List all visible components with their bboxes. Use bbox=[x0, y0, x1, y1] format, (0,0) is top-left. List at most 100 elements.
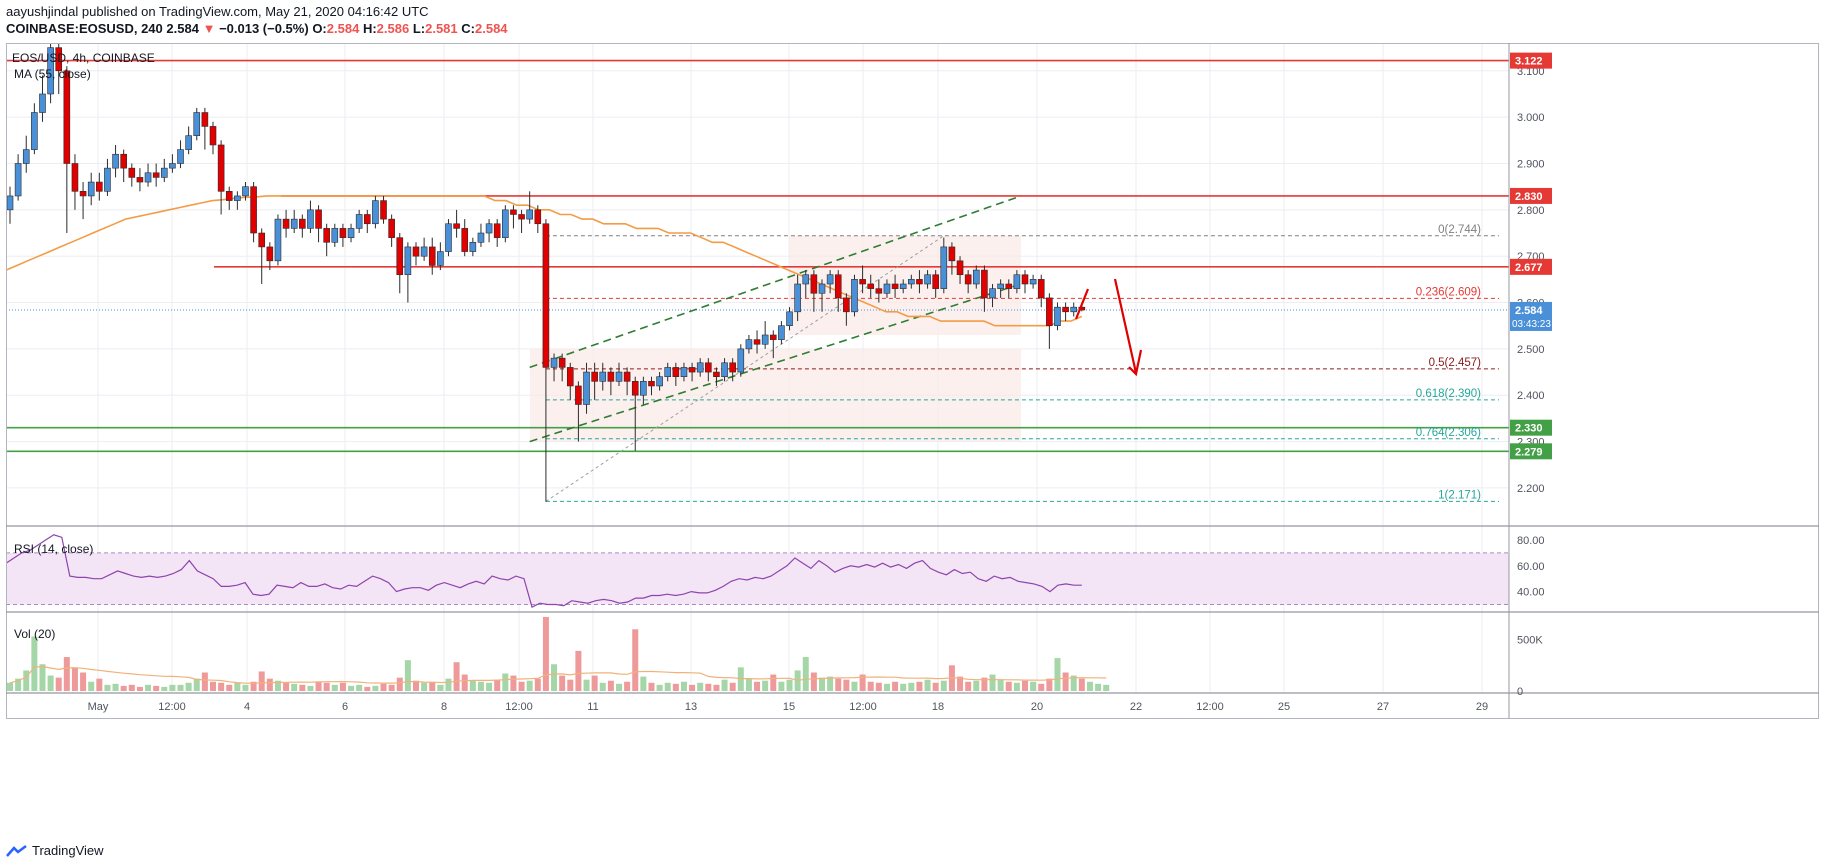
volume-bar bbox=[1046, 678, 1053, 691]
volume-bar bbox=[1013, 682, 1020, 691]
volume-bar bbox=[713, 684, 720, 691]
volume-bar bbox=[177, 684, 184, 691]
volume-bar bbox=[299, 684, 306, 691]
volume-bar bbox=[1054, 658, 1061, 691]
candle-body bbox=[656, 376, 663, 387]
candle-body bbox=[542, 223, 550, 368]
volume-bar bbox=[429, 681, 436, 691]
candle-body bbox=[428, 246, 436, 266]
candle-body bbox=[79, 191, 87, 197]
volume-bar bbox=[331, 684, 338, 691]
volume-bar bbox=[997, 679, 1004, 691]
candle-body bbox=[948, 246, 956, 262]
volume-bar bbox=[88, 681, 95, 691]
volume-bar bbox=[607, 680, 614, 691]
x-tick-label: 12:00 bbox=[849, 701, 877, 713]
rsi-legend: RSI (14, close) bbox=[14, 542, 93, 556]
candle-body bbox=[891, 283, 899, 289]
volume-bar bbox=[1086, 681, 1093, 691]
volume-bar bbox=[697, 682, 704, 691]
candle-body bbox=[1029, 279, 1037, 285]
volume-bar bbox=[445, 678, 452, 691]
volume-bar bbox=[477, 681, 484, 691]
volume-bar bbox=[112, 683, 119, 691]
volume-bar bbox=[875, 682, 882, 691]
price-tick-label: 2.900 bbox=[1517, 159, 1545, 171]
candle-body bbox=[631, 381, 639, 396]
candle-body bbox=[1054, 306, 1061, 327]
candle-body bbox=[721, 362, 728, 377]
chart-frame[interactable]: 0(2.744) 0.236(2.609) 0.5(2.457) 0.618(2.39… bbox=[5, 33, 1819, 865]
candle-body bbox=[786, 311, 793, 327]
volume-bar bbox=[258, 671, 265, 691]
candle-body bbox=[209, 126, 217, 146]
candle-body bbox=[380, 200, 387, 220]
candle-body bbox=[916, 279, 923, 285]
level-badge-label: 2.330 bbox=[1515, 423, 1543, 435]
candle-body bbox=[1070, 306, 1078, 313]
symbol-name: COINBASE:EOSUSD, 240 bbox=[6, 21, 163, 36]
candle-body bbox=[826, 274, 834, 285]
volume-bar bbox=[469, 680, 476, 691]
candle-body bbox=[250, 186, 257, 234]
fib-label: 0.236(2.609) bbox=[1416, 286, 1481, 298]
volume-bar bbox=[526, 680, 533, 691]
candle-body bbox=[169, 163, 176, 169]
candle-body bbox=[623, 371, 631, 382]
author-name[interactable]: aayushjindal bbox=[6, 4, 79, 19]
candle-body bbox=[152, 172, 160, 178]
candle-body bbox=[713, 371, 720, 377]
candle-body bbox=[14, 163, 22, 197]
candle-body bbox=[437, 251, 444, 266]
volume-bar bbox=[721, 679, 728, 691]
level-badge bbox=[1510, 419, 1552, 436]
tradingview-logo[interactable]: TradingView bbox=[6, 843, 104, 858]
level-badge bbox=[1510, 187, 1552, 204]
candle-body bbox=[591, 371, 598, 382]
brand-name: TradingView bbox=[32, 843, 104, 858]
volume-bar bbox=[534, 678, 541, 691]
volume-bar bbox=[940, 680, 947, 691]
candle-body bbox=[664, 367, 672, 377]
candle-body bbox=[745, 339, 753, 350]
candle-body bbox=[177, 149, 184, 164]
x-tick-label: 6 bbox=[342, 701, 348, 713]
candle-body bbox=[120, 153, 127, 169]
candle-body bbox=[71, 163, 79, 192]
volume-bar bbox=[1062, 672, 1069, 691]
volume-bar bbox=[266, 678, 273, 691]
volume-bar bbox=[226, 684, 233, 691]
x-tick-label: 8 bbox=[441, 701, 447, 713]
candle-body bbox=[550, 357, 558, 368]
candle-body bbox=[453, 223, 460, 229]
candle-body bbox=[193, 112, 201, 136]
volume-bar bbox=[981, 677, 988, 691]
level-badge-label: 2.677 bbox=[1515, 262, 1543, 274]
high-value: 2.586 bbox=[376, 21, 410, 36]
volume-bar bbox=[656, 684, 663, 691]
candle-body bbox=[818, 283, 826, 294]
volume-bar bbox=[924, 679, 931, 691]
volume-bar bbox=[413, 680, 419, 691]
volume-bar bbox=[559, 675, 566, 691]
volume-bar bbox=[39, 664, 46, 691]
candle-body bbox=[534, 209, 542, 225]
rsi-tick-label: 40.00 bbox=[1517, 587, 1545, 599]
fib-diagonal bbox=[545, 235, 945, 502]
volume-bar bbox=[161, 686, 168, 691]
open-label: O: bbox=[312, 21, 327, 36]
candle-body bbox=[363, 214, 371, 225]
volume-bar bbox=[957, 676, 964, 691]
volume-bar bbox=[502, 673, 509, 691]
candle-body bbox=[753, 339, 761, 345]
volume-bar bbox=[664, 682, 671, 691]
volume-bar bbox=[599, 682, 606, 691]
volume-bar bbox=[1103, 684, 1110, 691]
volume-bar bbox=[80, 672, 87, 691]
channel-lower-line bbox=[529, 283, 1022, 443]
candle-body bbox=[445, 223, 452, 252]
chart-canvas[interactable]: 0(2.744) 0.236(2.609) 0.5(2.457) 0.618(2.39… bbox=[5, 33, 1819, 843]
candle-body bbox=[307, 209, 314, 229]
x-tick-label: 18 bbox=[932, 701, 944, 713]
ma-legend: MA (55, close) bbox=[14, 67, 91, 81]
